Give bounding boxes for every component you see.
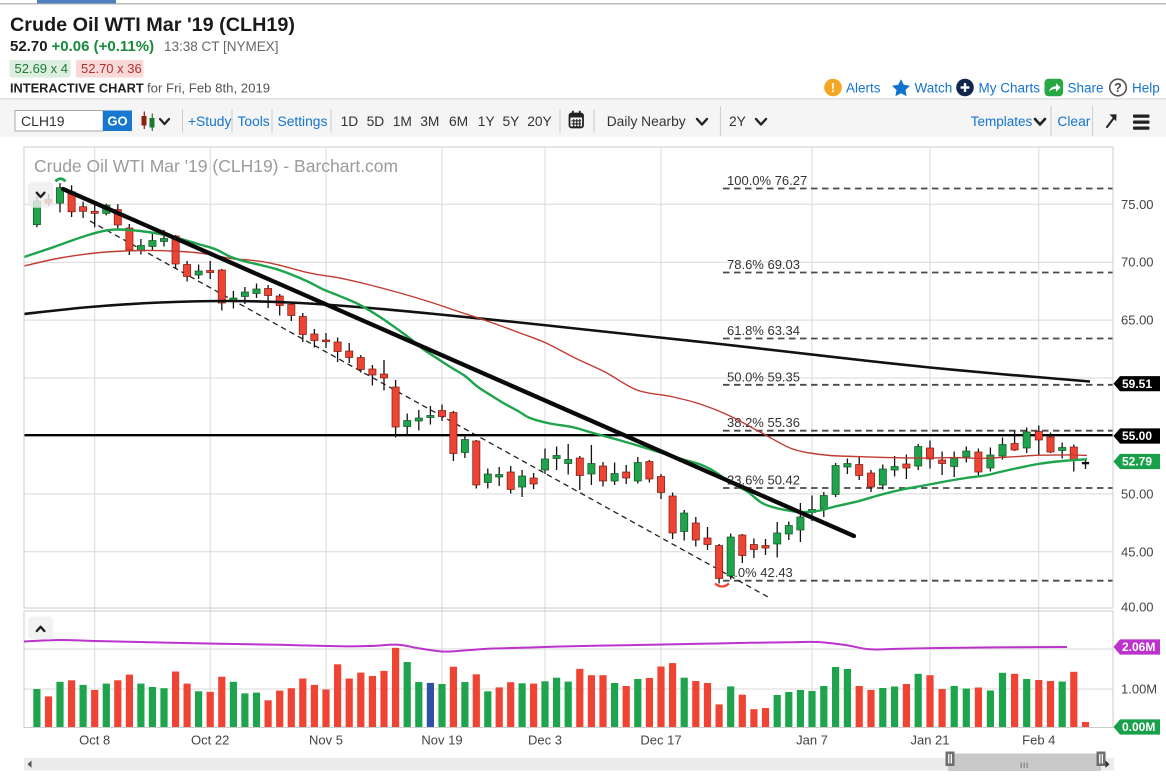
svg-text:Share: Share	[1068, 81, 1104, 96]
svg-text:13:38 CT [NYMEX]: 13:38 CT [NYMEX]	[164, 39, 279, 54]
svg-text:70.00: 70.00	[1121, 255, 1154, 270]
svg-text:Jan 21: Jan 21	[910, 733, 949, 748]
svg-text:50.0% 59.35: 50.0% 59.35	[727, 369, 800, 384]
svg-text:Templates: Templates	[971, 114, 1033, 129]
svg-text:Nov 5: Nov 5	[309, 733, 343, 748]
svg-text:My Charts: My Charts	[979, 81, 1041, 96]
svg-text:Feb 4: Feb 4	[1022, 733, 1055, 748]
svg-text:for Fri, Feb 8th, 2019: for Fri, Feb 8th, 2019	[147, 81, 270, 96]
svg-text:+0.06 (+0.11%): +0.06 (+0.11%)	[52, 38, 155, 55]
svg-text:INTERACTIVE CHART: INTERACTIVE CHART	[10, 81, 144, 96]
svg-text:50.00: 50.00	[1121, 486, 1154, 501]
svg-text:GO: GO	[107, 114, 127, 129]
svg-text:1Y: 1Y	[478, 114, 495, 129]
svg-text:65.00: 65.00	[1121, 313, 1154, 328]
svg-text:52.70 x 36: 52.70 x 36	[81, 61, 142, 76]
svg-text:52.70: 52.70	[10, 38, 48, 55]
svg-text:Nov 19: Nov 19	[421, 733, 462, 748]
svg-text:+Study: +Study	[188, 114, 231, 129]
svg-text:78.6% 69.03: 78.6% 69.03	[727, 257, 800, 272]
svg-text:Settings: Settings	[278, 114, 328, 129]
svg-text:20Y: 20Y	[527, 114, 552, 129]
svg-text:Clear: Clear	[1057, 114, 1090, 129]
svg-text:Dec 3: Dec 3	[528, 733, 562, 748]
svg-text:1M: 1M	[393, 114, 412, 129]
svg-text:100.0% 76.27: 100.0% 76.27	[727, 173, 807, 188]
svg-text:?: ?	[1114, 81, 1122, 95]
svg-text:Watch: Watch	[915, 81, 953, 96]
svg-text:Oct 22: Oct 22	[191, 733, 229, 748]
svg-text:40.00: 40.00	[1121, 600, 1154, 615]
svg-text:Dec 17: Dec 17	[640, 733, 681, 748]
svg-text:45.00: 45.00	[1121, 544, 1154, 559]
svg-text:3M: 3M	[420, 114, 439, 129]
svg-text:Crude Oil WTI Mar '19 (CLH19): Crude Oil WTI Mar '19 (CLH19)	[10, 14, 295, 36]
svg-text:6M: 6M	[449, 114, 468, 129]
svg-text:0.0% 42.43: 0.0% 42.43	[727, 565, 793, 580]
svg-text:75.00: 75.00	[1121, 197, 1154, 212]
svg-text:Help: Help	[1132, 81, 1160, 96]
svg-text:23.6% 50.42: 23.6% 50.42	[727, 473, 800, 488]
svg-text:2.06M: 2.06M	[1122, 640, 1155, 654]
svg-text:CLH19: CLH19	[21, 113, 65, 129]
svg-text:Crude Oil WTI Mar '19 (CLH19): Crude Oil WTI Mar '19 (CLH19) - Barchart…	[34, 156, 398, 176]
svg-text:Alerts: Alerts	[846, 81, 881, 96]
svg-text:Tools: Tools	[238, 114, 270, 129]
svg-text:52.69 x 4: 52.69 x 4	[15, 61, 69, 76]
svg-text:Jan 7: Jan 7	[796, 733, 828, 748]
svg-text:38.2% 55.36: 38.2% 55.36	[727, 415, 800, 430]
svg-text:52.79: 52.79	[1122, 455, 1152, 469]
svg-text:1.00M: 1.00M	[1121, 682, 1157, 697]
svg-text:0.00M: 0.00M	[1122, 720, 1155, 734]
svg-text:1D: 1D	[341, 114, 359, 129]
svg-text:55.00: 55.00	[1122, 429, 1152, 443]
svg-text:!: !	[831, 81, 835, 95]
svg-text:61.8% 63.34: 61.8% 63.34	[727, 323, 800, 338]
svg-text:59.51: 59.51	[1122, 377, 1152, 391]
svg-text:Daily Nearby: Daily Nearby	[607, 114, 686, 129]
svg-text:2Y: 2Y	[729, 114, 746, 129]
svg-text:5D: 5D	[367, 114, 385, 129]
svg-text:5Y: 5Y	[503, 114, 520, 129]
svg-text:Oct 8: Oct 8	[79, 733, 110, 748]
